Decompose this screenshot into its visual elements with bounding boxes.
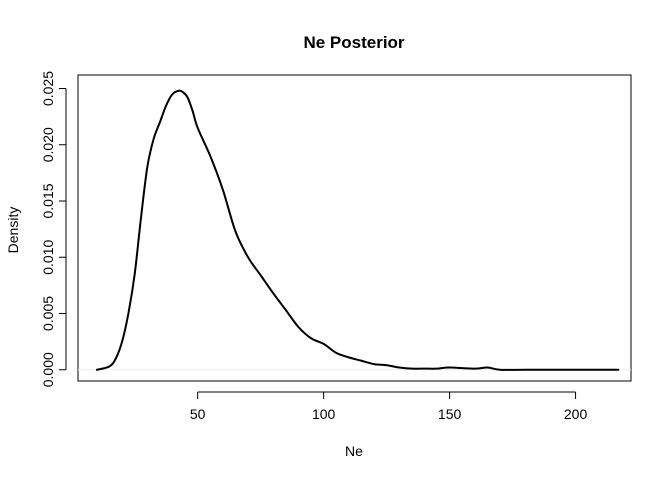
x-tick-label: 150: [438, 406, 462, 422]
x-axis: 50 100 150 200: [190, 391, 588, 422]
chart-title: Ne Posterior: [303, 33, 404, 52]
plot-layer: [78, 89, 631, 371]
y-tick-label: 0.015: [40, 183, 56, 218]
plot-frame: [77, 74, 632, 382]
x-tick-label: 50: [190, 406, 206, 422]
x-tick-label: 100: [312, 406, 336, 422]
y-axis: 0.000 0.005 0.010 0.015 0.020 0.025: [40, 71, 67, 387]
x-tick-label: 200: [564, 406, 588, 422]
y-tick-label: 0.010: [40, 240, 56, 275]
y-axis-label: Density: [5, 207, 21, 254]
y-tick-label: 0.000: [40, 352, 56, 387]
y-tick-label: 0.005: [40, 296, 56, 331]
density-curve: [95, 89, 620, 371]
y-tick-label: 0.020: [40, 127, 56, 162]
y-tick-label: 0.025: [40, 71, 56, 106]
x-axis-label: Ne: [345, 443, 363, 459]
